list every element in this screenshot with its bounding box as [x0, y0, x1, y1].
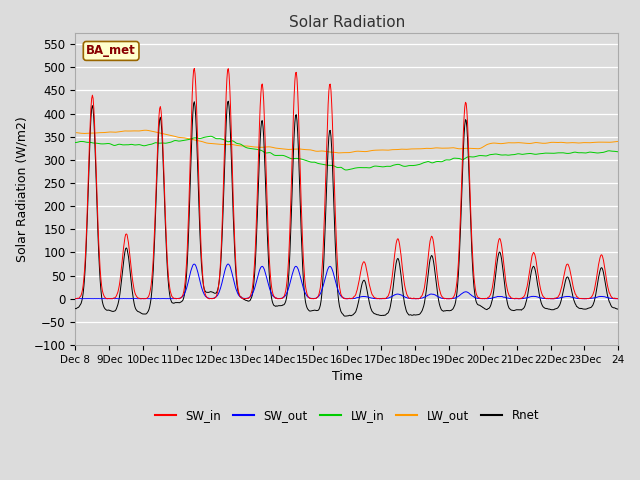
- Line: Rnet: Rnet: [76, 101, 618, 316]
- LW_out: [135, 128, 143, 134]
- LW_out: [435, 145, 442, 151]
- SW_in: [72, 296, 79, 301]
- SW_out: [225, 261, 232, 267]
- SW_out: [614, 296, 622, 301]
- Rnet: [614, 306, 622, 312]
- Rnet: [404, 311, 412, 317]
- Line: SW_out: SW_out: [76, 264, 618, 299]
- SW_in: [237, 294, 244, 300]
- Rnet: [262, 210, 270, 216]
- SW_in: [614, 295, 622, 301]
- SW_out: [236, 293, 243, 299]
- Line: SW_in: SW_in: [76, 69, 618, 299]
- SW_in: [102, 296, 110, 301]
- Line: LW_out: LW_out: [76, 130, 618, 153]
- LW_in: [435, 158, 442, 164]
- SW_in: [284, 270, 292, 276]
- LW_in: [236, 141, 243, 147]
- LW_out: [141, 127, 149, 133]
- SW_in: [264, 205, 271, 211]
- Rnet: [435, 297, 442, 303]
- LW_in: [207, 133, 214, 139]
- SW_out: [72, 296, 79, 301]
- Rnet: [284, 291, 291, 297]
- SW_out: [284, 289, 291, 295]
- SW_in: [136, 295, 143, 301]
- LW_in: [342, 167, 350, 173]
- LW_in: [72, 140, 79, 145]
- SW_out: [262, 275, 270, 280]
- LW_in: [135, 142, 143, 147]
- LW_out: [236, 143, 243, 149]
- SW_in: [191, 66, 198, 72]
- Rnet: [225, 98, 232, 104]
- LW_out: [335, 150, 343, 156]
- Rnet: [341, 313, 349, 319]
- Title: Solar Radiation: Solar Radiation: [289, 15, 405, 30]
- LW_out: [284, 146, 291, 152]
- X-axis label: Time: Time: [332, 370, 362, 384]
- Rnet: [135, 309, 143, 315]
- Rnet: [72, 306, 79, 312]
- Text: BA_met: BA_met: [86, 45, 136, 58]
- LW_in: [262, 150, 270, 156]
- LW_in: [404, 163, 412, 168]
- LW_in: [284, 154, 291, 160]
- SW_in: [404, 294, 412, 300]
- LW_out: [404, 146, 412, 152]
- LW_out: [72, 130, 79, 135]
- Y-axis label: Solar Radiation (W/m2): Solar Radiation (W/m2): [15, 116, 28, 262]
- Legend: SW_in, SW_out, LW_in, LW_out, Rnet: SW_in, SW_out, LW_in, LW_out, Rnet: [150, 404, 544, 427]
- SW_out: [434, 294, 442, 300]
- Rnet: [236, 293, 243, 299]
- LW_in: [614, 149, 622, 155]
- SW_out: [135, 296, 143, 301]
- Line: LW_in: LW_in: [76, 136, 618, 170]
- SW_in: [435, 282, 442, 288]
- LW_out: [262, 144, 270, 150]
- LW_out: [614, 139, 622, 144]
- SW_out: [404, 295, 412, 301]
